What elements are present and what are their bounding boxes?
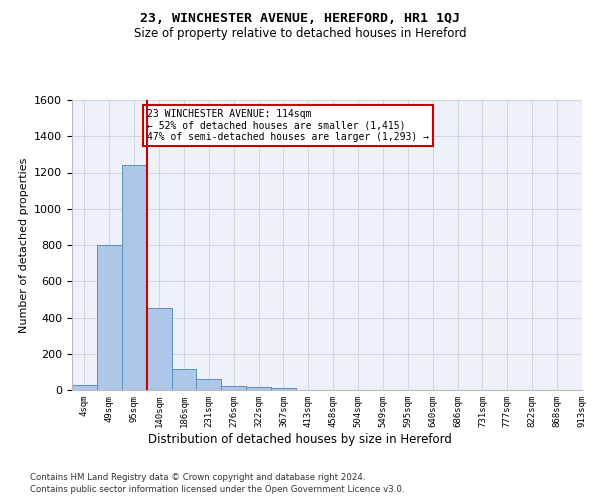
Text: Contains HM Land Registry data © Crown copyright and database right 2024.: Contains HM Land Registry data © Crown c…	[30, 472, 365, 482]
Bar	[271, 388, 296, 390]
Bar	[172, 369, 196, 390]
Text: Distribution of detached houses by size in Hereford: Distribution of detached houses by size …	[148, 432, 452, 446]
Bar	[221, 386, 246, 390]
Bar	[72, 386, 97, 390]
Y-axis label: Number of detached properties: Number of detached properties	[19, 158, 29, 332]
Bar	[246, 386, 271, 390]
Text: Size of property relative to detached houses in Hereford: Size of property relative to detached ho…	[134, 28, 466, 40]
Bar	[122, 165, 146, 390]
Bar	[146, 308, 172, 390]
Text: 23 WINCHESTER AVENUE: 114sqm
← 52% of detached houses are smaller (1,415)
47% of: 23 WINCHESTER AVENUE: 114sqm ← 52% of de…	[146, 109, 428, 142]
Text: Contains public sector information licensed under the Open Government Licence v3: Contains public sector information licen…	[30, 485, 404, 494]
Text: 23, WINCHESTER AVENUE, HEREFORD, HR1 1QJ: 23, WINCHESTER AVENUE, HEREFORD, HR1 1QJ	[140, 12, 460, 26]
Bar	[196, 380, 221, 390]
Bar	[97, 245, 122, 390]
